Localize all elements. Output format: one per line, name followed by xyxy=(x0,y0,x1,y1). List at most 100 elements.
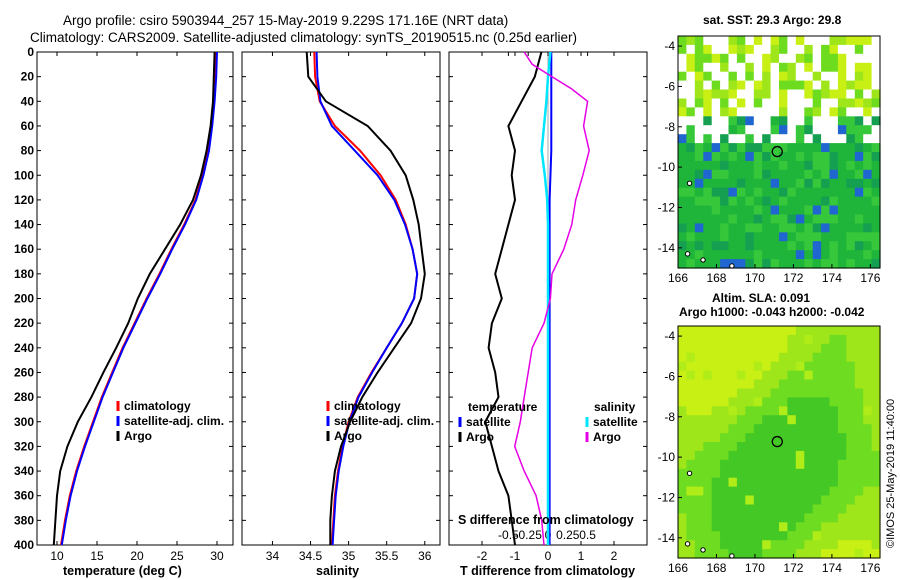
x-tick-label: 166 xyxy=(668,271,688,285)
map-cell xyxy=(745,513,755,523)
y-tick-label: -14 xyxy=(658,241,676,255)
map-cell xyxy=(711,36,721,46)
y-tick-label: 220 xyxy=(14,316,34,330)
map-cell xyxy=(736,397,746,407)
map-cell xyxy=(795,370,805,381)
y-tick-label: -4 xyxy=(664,39,675,53)
map-cell xyxy=(745,450,755,461)
map-cell xyxy=(678,89,687,99)
map-cell xyxy=(770,196,780,207)
map-cell xyxy=(779,223,788,233)
map-cell xyxy=(871,98,881,108)
map-cell xyxy=(762,504,772,514)
map-cell xyxy=(686,379,696,389)
map-cell xyxy=(686,134,696,144)
map-cell xyxy=(728,98,738,108)
map-cell xyxy=(812,326,822,336)
map-cell xyxy=(846,89,856,99)
map-cell xyxy=(711,259,721,269)
map-cell xyxy=(779,125,788,135)
map-cell xyxy=(812,459,822,470)
map-cell xyxy=(863,36,873,46)
map-cell xyxy=(720,178,730,189)
map-cell xyxy=(837,343,847,354)
y-tick-label: -8 xyxy=(664,120,675,134)
map-cell xyxy=(753,477,763,488)
map-cell xyxy=(745,343,755,354)
map-cell xyxy=(821,379,831,389)
map-cell xyxy=(804,352,814,363)
map-cell xyxy=(736,259,746,269)
map-cell xyxy=(871,495,881,505)
y-tick-label: 160 xyxy=(14,242,34,256)
diff-xlabel-top: S difference from climatology xyxy=(458,513,634,527)
map-cell xyxy=(745,125,755,135)
map-cell xyxy=(846,352,856,363)
map-cell xyxy=(863,196,873,207)
map-cell xyxy=(694,241,704,251)
map-cell xyxy=(829,116,839,126)
map-cell xyxy=(854,468,864,479)
map-cell xyxy=(779,388,788,398)
map-cell xyxy=(787,522,797,532)
map-cell xyxy=(812,250,822,260)
y-tick-label: 120 xyxy=(14,193,34,207)
map-cell xyxy=(821,495,831,505)
map-cell xyxy=(728,116,738,126)
map-cell xyxy=(787,334,797,345)
map-cell xyxy=(745,232,755,242)
island xyxy=(686,180,693,186)
map-cell xyxy=(745,80,755,91)
map-cell xyxy=(829,152,839,162)
map-cell xyxy=(703,495,713,505)
map-cell xyxy=(821,223,831,233)
map-cell xyxy=(787,250,797,260)
map-cell xyxy=(829,160,839,171)
map-cell xyxy=(678,187,687,198)
map-cell xyxy=(829,513,839,523)
title-line2: Climatology: CARS2009. Satellite-adjuste… xyxy=(30,30,577,45)
map-cell xyxy=(770,406,780,416)
map-cell xyxy=(762,442,772,452)
map-cell xyxy=(720,450,730,461)
map-cell xyxy=(678,477,687,488)
map-cell xyxy=(863,259,873,269)
map-cell xyxy=(779,468,788,479)
map-cell xyxy=(795,495,805,505)
map-cell xyxy=(829,214,839,224)
map-cell xyxy=(804,361,814,372)
map-cell xyxy=(787,406,797,416)
map-cell xyxy=(854,134,864,144)
map-cell xyxy=(821,187,831,198)
map-cell xyxy=(762,495,772,505)
map-cell xyxy=(736,214,746,224)
map-cell xyxy=(871,415,881,425)
map-cell xyxy=(787,160,797,171)
map-cell xyxy=(804,450,814,461)
map-cell xyxy=(837,326,847,336)
map-cell xyxy=(703,241,713,251)
map-cell xyxy=(846,531,856,541)
map-cell xyxy=(846,80,856,91)
map-cell xyxy=(703,44,713,55)
map-cell xyxy=(745,62,755,73)
map-cell xyxy=(720,442,730,452)
map-cell xyxy=(787,486,797,497)
map-cell xyxy=(787,259,797,269)
map-cell xyxy=(846,62,856,73)
map-cell xyxy=(770,214,780,224)
map-cell xyxy=(694,486,704,497)
y-tick-label: 280 xyxy=(14,390,34,404)
map-cell xyxy=(762,415,772,425)
map-cell xyxy=(787,370,797,381)
map-cell xyxy=(846,250,856,260)
map-cell xyxy=(711,205,721,215)
map-cell xyxy=(736,486,746,497)
map-cell xyxy=(703,125,713,135)
map-cell xyxy=(728,361,738,372)
map-cell xyxy=(711,107,721,117)
map-cell xyxy=(837,98,847,108)
map-cell xyxy=(854,250,864,260)
map-cell xyxy=(686,486,696,497)
map-cell xyxy=(694,71,704,82)
